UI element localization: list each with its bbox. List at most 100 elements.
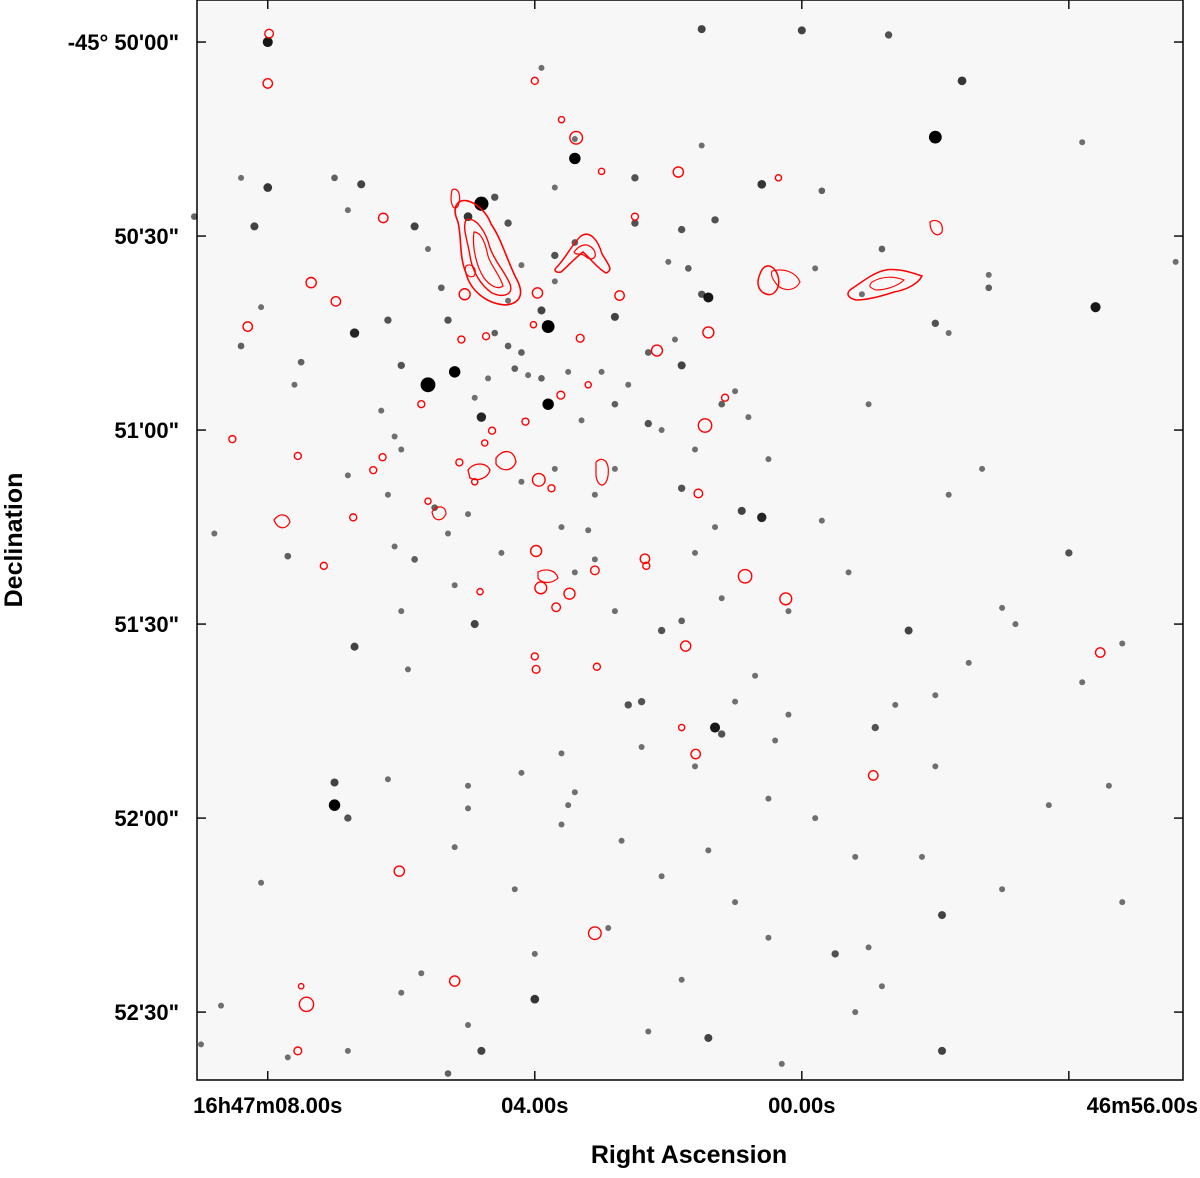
contour-nebula-inner-2	[472, 231, 504, 289]
contour-0	[264, 28, 275, 39]
contour-56	[690, 748, 702, 760]
star-154	[465, 782, 472, 789]
star-142	[785, 711, 792, 718]
star-59	[504, 342, 512, 350]
y-tick-label-2: 51'00"	[114, 418, 179, 443]
star-58	[671, 336, 678, 343]
star-49	[537, 306, 546, 315]
star-193	[937, 1046, 947, 1055]
star-182	[418, 970, 425, 977]
star-138	[732, 698, 739, 705]
star-69	[525, 372, 532, 379]
star-11	[331, 174, 338, 182]
y-axis-title: Declination	[0, 473, 28, 608]
star-106	[558, 524, 565, 531]
star-192	[477, 1046, 486, 1055]
star-34	[665, 258, 672, 265]
star-194	[284, 1054, 291, 1061]
star-83	[476, 412, 487, 422]
star-146	[772, 737, 779, 744]
star-86	[644, 419, 652, 428]
star-36	[551, 278, 558, 285]
star-104	[757, 512, 767, 523]
contour-knot-west-3	[595, 458, 609, 486]
star-163	[812, 815, 819, 822]
star-54	[541, 320, 555, 333]
star-94	[611, 465, 618, 472]
star-178	[765, 934, 772, 941]
contour-14	[531, 287, 544, 299]
star-113	[692, 549, 699, 556]
star-92	[551, 465, 558, 472]
star-63	[297, 358, 305, 366]
star-112	[498, 549, 505, 556]
star-153	[330, 778, 339, 787]
star-65	[677, 361, 686, 370]
contour-32	[293, 451, 303, 461]
plot-frame	[196, 0, 1184, 1081]
contour-50	[679, 640, 692, 652]
star-122	[999, 604, 1006, 611]
star-121	[718, 595, 725, 602]
star-126	[678, 617, 685, 625]
star-161	[1045, 802, 1052, 809]
star-80	[718, 400, 726, 408]
contour-11	[330, 295, 342, 307]
star-195	[778, 1060, 785, 1067]
contour-arc-center	[554, 233, 611, 274]
star-13	[263, 183, 273, 192]
x-axis-title: Right Ascension	[591, 1141, 787, 1169]
star-196	[444, 1070, 452, 1077]
star-52	[444, 316, 452, 324]
star-152	[384, 776, 391, 783]
star-44	[1172, 258, 1179, 265]
contour-nebula-tail	[450, 188, 461, 209]
star-47	[258, 304, 265, 311]
star-137	[932, 692, 939, 699]
contour-3	[557, 115, 566, 124]
contour-53	[1094, 647, 1106, 658]
star-172	[999, 886, 1006, 893]
contour-4	[569, 130, 584, 145]
star-169	[918, 853, 925, 860]
contour-65	[529, 320, 538, 329]
star-73	[625, 381, 632, 388]
contour-13	[242, 321, 254, 332]
contour-2	[530, 76, 539, 86]
star-110	[211, 530, 218, 537]
star-183	[678, 976, 685, 983]
star-78	[542, 398, 554, 410]
star-114	[1065, 549, 1073, 557]
x-tick-label-2: 00.00s	[768, 1093, 835, 1118]
x-tick-label-3: 46m56.00s	[1087, 1093, 1198, 1118]
contour-57	[867, 770, 879, 781]
star-170	[658, 873, 665, 880]
star-168	[852, 853, 859, 860]
star-6	[928, 130, 942, 144]
star-103	[465, 511, 472, 518]
contour-49	[319, 561, 329, 571]
star-57	[491, 329, 499, 337]
star-14	[631, 174, 639, 182]
star-39	[985, 271, 992, 278]
contour-52	[530, 652, 539, 661]
star-134	[404, 666, 411, 673]
star-40	[437, 284, 445, 292]
contour-8	[377, 212, 389, 224]
contour-27	[487, 426, 497, 435]
star-90	[398, 446, 405, 453]
star-42	[703, 292, 714, 303]
star-155	[1105, 782, 1112, 789]
contour-35	[547, 484, 556, 493]
contour-45	[563, 587, 576, 600]
star-72	[538, 374, 545, 382]
star-165	[618, 837, 625, 844]
star-125	[398, 608, 405, 615]
contour-knot-west-2	[495, 451, 517, 471]
contour-1	[262, 78, 274, 89]
y-tick-label-1: 50'30"	[114, 224, 179, 249]
star-18	[818, 187, 826, 195]
contour-31	[378, 453, 387, 462]
contour-20	[650, 344, 664, 357]
